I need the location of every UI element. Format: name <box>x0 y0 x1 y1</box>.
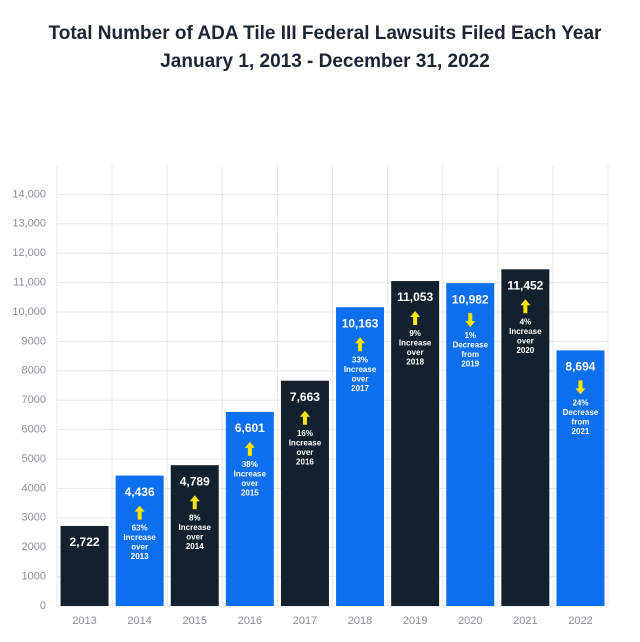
x-tick-label: 2014 <box>127 615 151 627</box>
arrow <box>189 495 200 510</box>
bar <box>170 465 219 606</box>
annotation: over <box>186 532 203 541</box>
x-tick-label: 2016 <box>238 615 262 627</box>
y-tick-label: 7000 <box>22 394 46 406</box>
value-label: 2,722 <box>70 535 100 549</box>
annotation: over <box>296 448 313 457</box>
y-tick-label: 8000 <box>22 365 46 377</box>
arrow <box>410 311 421 326</box>
annotation: 2015 <box>241 489 259 498</box>
bar <box>391 281 440 606</box>
y-tick-label: 4000 <box>22 482 46 494</box>
annotation: 16% <box>297 429 313 438</box>
x-tick-label: 2018 <box>348 615 372 627</box>
arrow <box>134 505 145 520</box>
y-tick-label: 6000 <box>22 424 46 436</box>
y-tick-label: 13,000 <box>12 218 46 230</box>
annotation: 9% <box>409 329 421 338</box>
x-tick-label: 2020 <box>458 615 482 627</box>
annotation: over <box>517 336 534 345</box>
annotation: Increase <box>234 470 267 479</box>
x-tick-label: 2022 <box>568 615 592 627</box>
annotation: Increase <box>289 438 322 447</box>
arrow <box>465 313 476 328</box>
annotation: 1% <box>464 331 476 340</box>
arrow <box>520 299 531 314</box>
annotation: Increase <box>123 533 156 542</box>
annotation: Decrease <box>563 408 599 417</box>
value-label: 4,789 <box>180 474 210 488</box>
annotation: Increase <box>344 365 377 374</box>
x-tick-label: 2019 <box>403 615 427 627</box>
bar <box>60 525 109 606</box>
bar <box>225 411 274 606</box>
arrow <box>575 380 586 395</box>
y-tick-label: 11,000 <box>13 277 46 289</box>
chart-title: Total Number of ADA Tile III Federal Law… <box>49 23 603 44</box>
annotation: 2017 <box>351 384 369 393</box>
annotation: 2018 <box>406 358 424 367</box>
y-tick-label: 1000 <box>22 571 46 583</box>
value-label: 10,163 <box>342 316 379 330</box>
annotation: 2020 <box>516 346 534 355</box>
x-tick-label: 2013 <box>72 615 96 627</box>
value-label: 6,601 <box>235 421 265 435</box>
y-tick-label: 9000 <box>22 335 46 347</box>
y-tick-label: 0 <box>40 600 46 612</box>
value-label: 7,663 <box>290 390 320 404</box>
arrow <box>244 441 255 456</box>
value-label: 11,452 <box>507 278 543 292</box>
annotation: Increase <box>399 339 432 348</box>
annotation: 8% <box>189 513 201 522</box>
bar <box>446 283 495 606</box>
bar <box>115 475 164 606</box>
annotation: from <box>572 418 590 427</box>
annotation: 2021 <box>572 427 590 436</box>
annotation: over <box>241 479 258 488</box>
x-tick-label: 2021 <box>513 615 537 627</box>
arrow <box>299 410 310 425</box>
bar <box>501 269 550 606</box>
annotation: 24% <box>572 399 588 408</box>
y-tick-label: 12,000 <box>12 247 46 259</box>
annotation: 38% <box>242 460 258 469</box>
y-tick-label: 3000 <box>22 512 46 524</box>
annotation: from <box>461 350 479 359</box>
annotation: 2019 <box>461 360 479 369</box>
annotation: over <box>352 374 369 383</box>
annotation: 2016 <box>296 457 314 466</box>
bar <box>336 307 385 606</box>
annotation: 2013 <box>131 552 149 561</box>
annotation: 63% <box>132 524 148 533</box>
x-tick-label: 2015 <box>183 615 207 627</box>
annotation: Decrease <box>452 341 488 350</box>
y-tick-label: 10,000 <box>12 306 46 318</box>
y-tick-label: 2000 <box>22 541 46 553</box>
y-tick-label: 5000 <box>22 453 46 465</box>
value-label: 11,053 <box>397 290 433 304</box>
annotation: 33% <box>352 355 368 364</box>
annotation: over <box>407 348 424 357</box>
arrow <box>355 337 366 352</box>
value-label: 10,982 <box>452 292 489 306</box>
annotation: Increase <box>179 523 212 532</box>
value-label: 4,436 <box>125 485 155 499</box>
value-label: 8,694 <box>565 360 595 374</box>
annotation: Increase <box>509 327 542 336</box>
chart-subtitle: January 1, 2013 - December 31, 2022 <box>160 51 490 72</box>
annotation: 2014 <box>186 542 204 551</box>
x-tick-label: 2017 <box>293 615 317 627</box>
y-tick-label: 14,000 <box>12 188 46 200</box>
annotation: 4% <box>520 317 532 326</box>
annotation: over <box>131 543 148 552</box>
